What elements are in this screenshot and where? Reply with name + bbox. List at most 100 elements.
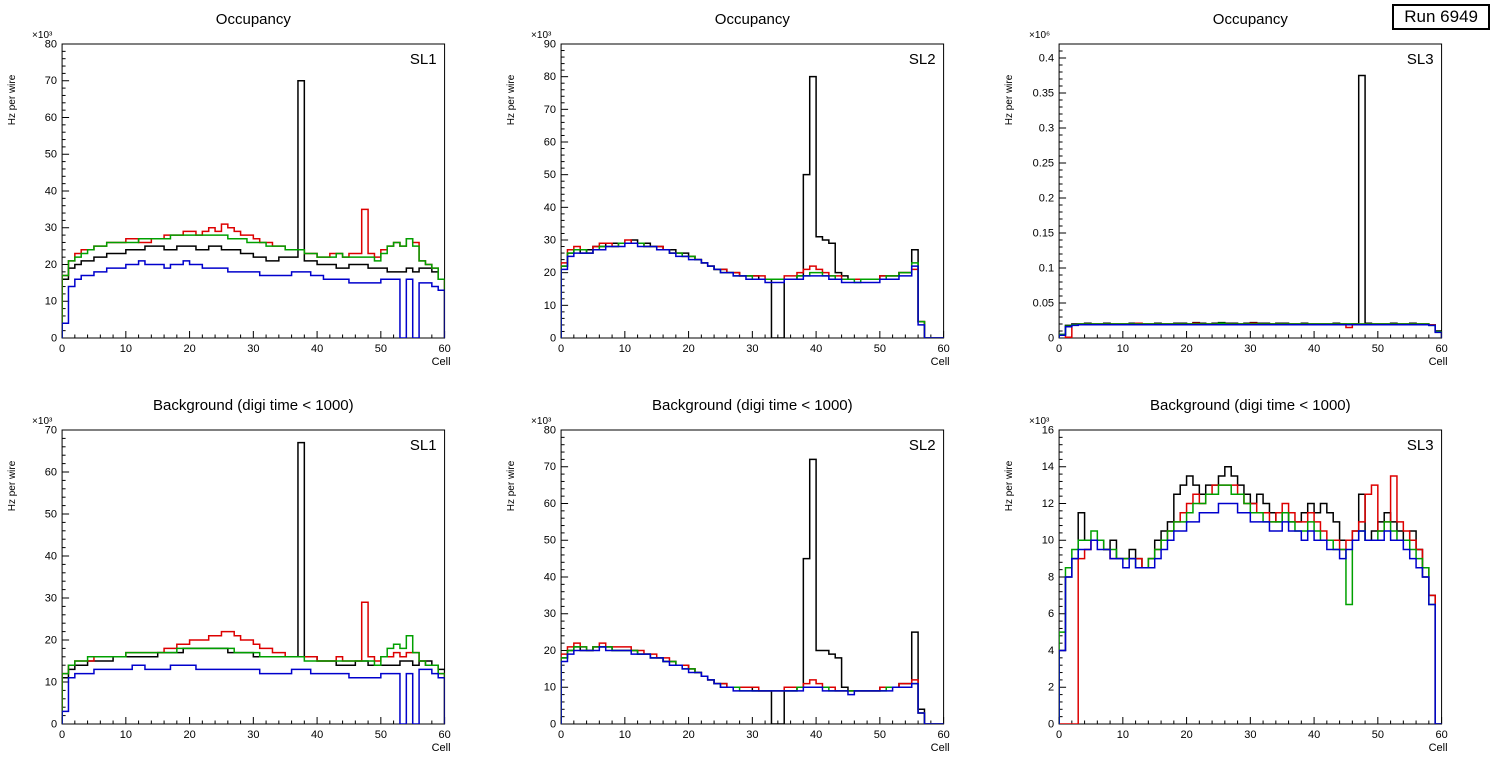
y-axis-label: Hz per wire	[1004, 460, 1015, 511]
series-black	[560, 458, 944, 724]
x-axis-label: Cell	[930, 742, 949, 754]
x-axis-label: Cell	[1429, 742, 1448, 754]
y-tick-label: 10	[1042, 535, 1054, 547]
x-axis: 0 10 20 30 40 50 60	[59, 331, 451, 355]
y-tick-label: 80	[45, 39, 57, 51]
x-tick-label: 0	[1056, 729, 1062, 741]
axis-exponent-label: ×10³	[1029, 416, 1050, 427]
y-tick-label: 70	[543, 104, 555, 116]
chart-title: Occupancy	[216, 11, 292, 28]
x-tick-label: 10	[120, 343, 132, 355]
x-tick-label: 40	[1308, 343, 1320, 355]
axis-exponent-label: ×10³	[32, 30, 53, 41]
y-tick-label: 20	[543, 267, 555, 279]
y-tick-label: 10	[543, 682, 555, 694]
y-tick-label: 70	[45, 425, 57, 437]
sl-label: SL1	[410, 437, 437, 454]
x-tick-label: 60	[438, 343, 450, 355]
x-axis: 0 10 20 30 40 50 60	[1056, 717, 1448, 741]
x-tick-label: 40	[810, 343, 822, 355]
x-tick-label: 10	[120, 729, 132, 741]
y-axis: 0 10 20 30 40 50 60 70	[45, 425, 70, 731]
chart-title: Background (digi time < 1000)	[1150, 397, 1351, 414]
x-tick-label: 30	[1245, 729, 1257, 741]
y-tick-label: 60	[45, 112, 57, 124]
y-tick-label: 70	[543, 461, 555, 473]
x-tick-label: 50	[873, 729, 885, 741]
panel-background-sl2: 0 10 20 30 40 50 60 0 10 20 30 40 50 60 70 80 Background…	[499, 386, 998, 772]
y-axis: 0 0.05 0.1 0.15 0.2 0.25 0.3 0.35 0.4	[1033, 43, 1067, 345]
chart-background-sl3: 0 10 20 30 40 50 60 0 2 4 6 8 10 12 14 16 Background (di…	[1004, 397, 1448, 754]
y-axis: 0 10 20 30 40 50 60 70 80 90	[543, 39, 568, 344]
x-tick-label: 40	[311, 343, 323, 355]
y-tick-label: 0.35	[1033, 88, 1054, 100]
chart-background-sl1: 0 10 20 30 40 50 60 0 10 20 30 40 50 60 70 Background (…	[7, 397, 451, 754]
x-axis: 0 10 20 30 40 50 60	[59, 717, 451, 741]
x-tick-label: 40	[311, 729, 323, 741]
series-blue	[1059, 323, 1442, 338]
y-tick-label: 60	[45, 467, 57, 479]
x-tick-label: 40	[810, 729, 822, 741]
sl-label: SL3	[1407, 51, 1434, 68]
series-red	[62, 208, 445, 338]
sl-label: SL2	[909, 51, 936, 68]
y-tick-label: 40	[543, 572, 555, 584]
series-red	[560, 239, 944, 338]
y-tick-label: 10	[45, 296, 57, 308]
chart-background-sl2: 0 10 20 30 40 50 60 0 10 20 30 40 50 60 70 80 Background…	[506, 397, 950, 754]
series-black	[62, 80, 445, 338]
y-axis-label: Hz per wire	[7, 460, 18, 511]
y-tick-label: 40	[45, 551, 57, 563]
x-axis: 0 10 20 30 40 50 60	[558, 717, 949, 741]
y-tick-label: 0	[1048, 333, 1054, 345]
x-axis: 0 10 20 30 40 50 60	[558, 331, 949, 355]
y-tick-label: 4	[1048, 645, 1054, 657]
y-tick-label: 50	[45, 149, 57, 161]
y-tick-label: 80	[543, 71, 555, 83]
y-tick-label: 50	[543, 169, 555, 181]
x-tick-label: 20	[183, 729, 195, 741]
y-tick-label: 14	[1042, 461, 1054, 473]
x-tick-label: 0	[558, 343, 564, 355]
series-black	[62, 441, 445, 724]
panel-occupancy-sl3: 0 10 20 30 40 50 60 0 0.05 0.1 0.15 0.2 0.25 0.3 0.35 0…	[997, 0, 1496, 386]
y-tick-label: 30	[45, 593, 57, 605]
x-tick-label: 30	[1245, 343, 1257, 355]
sl-label: SL1	[410, 51, 437, 68]
y-tick-label: 50	[45, 509, 57, 521]
y-tick-label: 80	[543, 425, 555, 437]
plot-frame	[61, 43, 446, 339]
y-tick-label: 0.1	[1039, 263, 1054, 275]
x-tick-label: 50	[873, 343, 885, 355]
x-tick-label: 60	[1436, 729, 1448, 741]
x-tick-label: 50	[375, 343, 387, 355]
x-tick-label: 20	[682, 343, 694, 355]
x-axis-label: Cell	[432, 742, 451, 754]
x-tick-label: 20	[1181, 729, 1193, 741]
series-green	[62, 635, 445, 724]
x-tick-label: 30	[746, 343, 758, 355]
y-axis: 0 10 20 30 40 50 60 70 80	[45, 39, 70, 345]
y-tick-label: 12	[1042, 498, 1054, 510]
x-tick-label: 0	[1056, 343, 1062, 355]
y-tick-label: 0.2	[1039, 193, 1054, 205]
x-tick-label: 20	[183, 343, 195, 355]
x-tick-label: 40	[1308, 729, 1320, 741]
plot-frame	[560, 43, 944, 339]
x-axis-label: Cell	[1429, 356, 1448, 368]
chart-title: Background (digi time < 1000)	[153, 397, 354, 414]
axis-exponent-label: ×10⁶	[1029, 30, 1050, 41]
y-tick-label: 0	[51, 719, 57, 731]
x-tick-label: 10	[1117, 729, 1129, 741]
y-axis: 0 10 20 30 40 50 60 70 80	[543, 425, 568, 730]
y-tick-label: 0	[51, 333, 57, 345]
x-tick-label: 60	[937, 729, 949, 741]
y-tick-label: 10	[543, 300, 555, 312]
series-blue	[560, 242, 944, 338]
series-blue	[62, 664, 445, 724]
x-axis-label: Cell	[432, 356, 451, 368]
y-tick-label: 40	[45, 186, 57, 198]
y-tick-label: 30	[543, 608, 555, 620]
y-tick-label: 0.05	[1033, 298, 1054, 310]
